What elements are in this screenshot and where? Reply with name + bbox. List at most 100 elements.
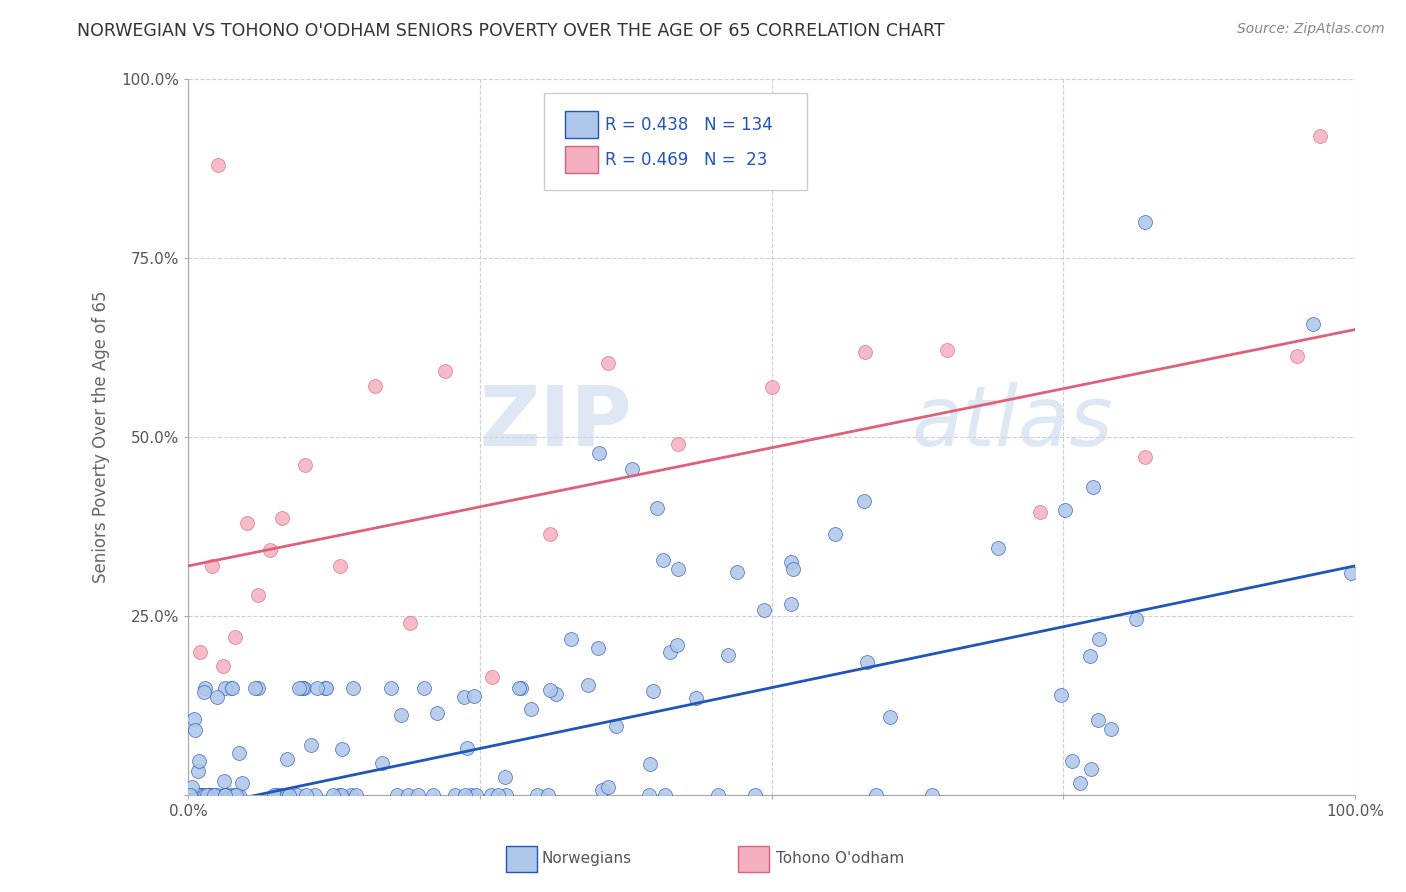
Point: [1049, 689, 1071, 703]
Point: [853, 494, 876, 508]
Point: [666, 562, 689, 576]
Text: Norwegians: Norwegians: [541, 852, 631, 866]
Point: [865, 788, 887, 802]
Point: [202, 788, 225, 802]
Point: [761, 380, 783, 394]
Point: [330, 741, 353, 756]
Point: [276, 788, 298, 802]
Point: [212, 774, 235, 789]
Point: [247, 681, 270, 695]
Point: [413, 681, 436, 695]
Point: [385, 788, 408, 802]
Point: [1133, 450, 1156, 465]
Point: [193, 685, 215, 699]
Point: [1029, 505, 1052, 519]
Point: [329, 559, 352, 574]
Point: [665, 638, 688, 652]
FancyBboxPatch shape: [565, 112, 598, 138]
Point: [224, 631, 246, 645]
Text: Source: ZipAtlas.com: Source: ZipAtlas.com: [1237, 22, 1385, 37]
Point: [214, 788, 236, 802]
Point: [201, 558, 224, 573]
Point: [1080, 762, 1102, 776]
Point: [508, 681, 530, 695]
Text: ZIP: ZIP: [479, 382, 631, 463]
Point: [270, 510, 292, 524]
Point: [1285, 349, 1308, 363]
Point: [307, 681, 329, 695]
Point: [538, 683, 561, 698]
Point: [266, 788, 288, 802]
Point: [292, 681, 315, 695]
Point: [434, 364, 457, 378]
Point: [651, 552, 673, 566]
Point: [744, 788, 766, 802]
Point: [486, 788, 509, 802]
Point: [668, 437, 690, 451]
Point: [207, 788, 229, 802]
Point: [224, 788, 246, 802]
Point: [243, 681, 266, 695]
Point: [560, 632, 582, 647]
Point: [198, 788, 221, 802]
Point: [276, 752, 298, 766]
Point: [752, 603, 775, 617]
Point: [193, 788, 215, 802]
Text: R = 0.438   N = 134: R = 0.438 N = 134: [605, 116, 773, 134]
Point: [389, 708, 412, 723]
Point: [329, 788, 352, 802]
Point: [399, 616, 422, 631]
Point: [725, 566, 748, 580]
Point: [520, 701, 543, 715]
Point: [315, 681, 337, 695]
Point: [207, 690, 229, 705]
Point: [638, 788, 661, 802]
Point: [188, 645, 211, 659]
Point: [195, 788, 218, 802]
Point: [481, 669, 503, 683]
Point: [598, 356, 620, 370]
Point: [1125, 612, 1147, 626]
Point: [181, 780, 204, 794]
Point: [207, 158, 229, 172]
Point: [479, 788, 502, 802]
Point: [406, 788, 429, 802]
Point: [1062, 755, 1084, 769]
Text: atlas: atlas: [911, 382, 1114, 463]
Point: [181, 788, 204, 802]
Point: [546, 687, 568, 701]
Point: [214, 788, 236, 802]
Point: [184, 723, 207, 738]
Text: R = 0.469   N =  23: R = 0.469 N = 23: [605, 151, 768, 169]
Point: [214, 681, 236, 695]
Text: Tohono O'odham: Tohono O'odham: [776, 852, 904, 866]
Point: [453, 690, 475, 704]
Point: [1302, 318, 1324, 332]
Point: [269, 788, 291, 802]
Point: [342, 681, 364, 695]
Point: [228, 788, 250, 802]
Point: [620, 462, 643, 476]
Point: [1099, 722, 1122, 736]
Point: [364, 378, 387, 392]
Point: [285, 788, 308, 802]
Point: [509, 681, 531, 695]
Point: [921, 788, 943, 802]
Point: [277, 788, 299, 802]
Point: [1088, 632, 1111, 646]
Point: [853, 345, 876, 359]
Point: [717, 648, 740, 662]
Point: [188, 788, 211, 802]
Point: [187, 764, 209, 778]
Point: [263, 788, 285, 802]
Point: [380, 681, 402, 695]
Point: [183, 712, 205, 726]
Point: [1087, 713, 1109, 727]
Point: [304, 788, 326, 802]
Point: [495, 788, 517, 802]
Point: [454, 788, 477, 802]
Y-axis label: Seniors Poverty Over the Age of 65: Seniors Poverty Over the Age of 65: [93, 291, 110, 583]
Point: [197, 788, 219, 802]
Point: [685, 690, 707, 705]
Point: [464, 788, 486, 802]
